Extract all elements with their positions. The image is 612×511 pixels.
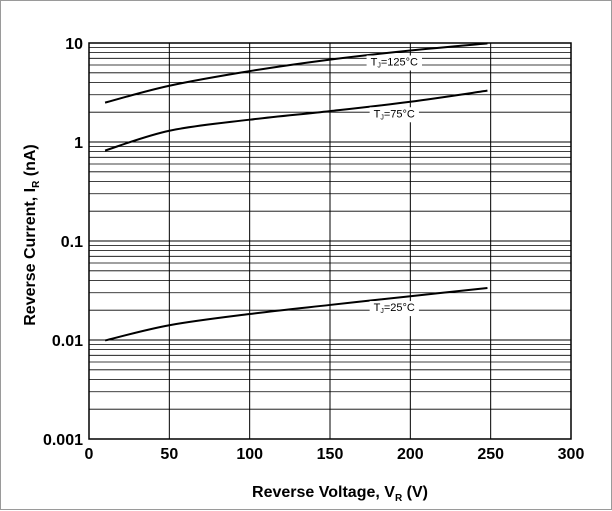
y-tick-label: 10 [65,36,83,53]
x-tick-label: 50 [160,446,178,463]
y-axis-title-main: Reverse Current, I [22,188,39,326]
y-axis-title: Reverse Current, IR (nA) [22,144,42,326]
series-label-text: TJ=75°C [374,108,415,121]
y-tick-labels: 0.001 0.01 0.1 1 10 [43,36,83,449]
series-label-text: TJ=125°C [371,57,418,70]
series-label-main: T [371,57,378,69]
y-tick-label: 0.1 [61,234,83,251]
series-label: TJ=25°C [369,301,419,317]
series-label-rest: =25°C [384,302,415,314]
series-label-rest: =125°C [381,57,418,69]
series-label-background [369,107,419,123]
series-label-sub: J [380,114,384,121]
series-line [104,89,488,152]
series-label-sub: J [377,63,381,70]
series-label-background [369,301,419,317]
y-axis-title-sub: R [31,180,42,188]
series-label-main: T [374,108,381,120]
x-tick-label: 300 [558,446,585,463]
series-label-sub: J [380,308,384,315]
y-tick-label: 0.001 [43,432,83,449]
x-tick-label: 200 [397,446,424,463]
grid [88,43,572,440]
x-tick-label: 150 [317,446,344,463]
series-label: TJ=125°C [366,55,422,71]
series-label: TJ=75°C [369,107,419,123]
series-line [104,287,488,342]
x-tick-label: 100 [236,446,263,463]
x-axis-title-sub: R [395,493,403,504]
series-line [104,42,488,104]
curves [104,42,488,342]
plot-area [88,42,572,440]
y-tick-label: 0.01 [52,333,83,350]
x-axis-title-unit: (V) [402,484,428,501]
series-label-rest: =75°C [384,108,415,120]
x-tick-label: 0 [85,446,94,463]
x-tick-label: 250 [477,446,504,463]
series-label-text: TJ=25°C [374,302,415,315]
y-axis-title-unit: (nA) [22,144,39,180]
x-axis-title: Reverse Voltage, VR (V) [252,484,428,504]
curve-labels: TJ=125°CTJ=75°CTJ=25°C [366,55,422,317]
y-tick-label: 1 [74,135,83,152]
x-tick-labels: 0 50 100 150 200 250 300 [85,446,585,463]
series-label-main: T [374,302,381,314]
series-label-background [366,55,422,71]
x-axis-title-main: Reverse Voltage, V [252,484,395,501]
